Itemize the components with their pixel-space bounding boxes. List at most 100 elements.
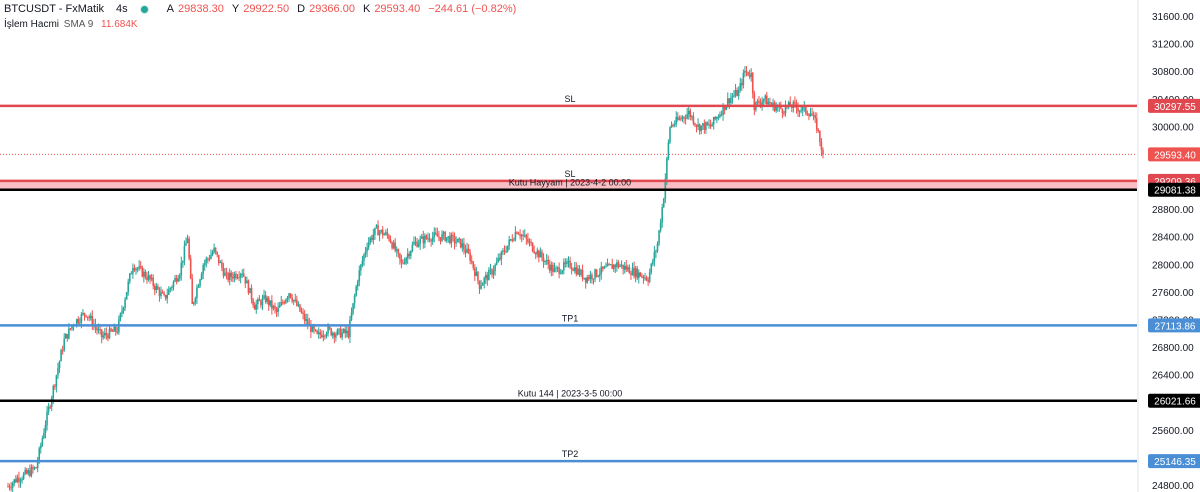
candle-body bbox=[712, 116, 715, 125]
candle-body bbox=[819, 130, 821, 142]
volume-value: 11.684K bbox=[101, 19, 138, 30]
candle-body bbox=[695, 125, 698, 127]
candle-body bbox=[271, 300, 273, 309]
candle-body bbox=[627, 267, 629, 270]
candle-body bbox=[678, 118, 681, 120]
candle-body bbox=[177, 278, 179, 282]
candle-body bbox=[71, 325, 73, 329]
candle-body bbox=[121, 310, 123, 314]
candle-body bbox=[672, 124, 674, 126]
candle-body bbox=[683, 116, 685, 119]
candle-body bbox=[658, 230, 660, 244]
candle-body bbox=[759, 103, 762, 105]
volume-legend[interactable]: İşlem Hacmi SMA 9 11.684K bbox=[4, 19, 138, 30]
price-tag-label: 27113.86 bbox=[1155, 321, 1196, 332]
candle-body bbox=[214, 247, 217, 252]
candle-body bbox=[66, 334, 69, 339]
candle-body bbox=[553, 268, 556, 272]
candle-body bbox=[577, 268, 579, 275]
close-value: 29593.40 bbox=[374, 3, 421, 15]
candle-body bbox=[790, 106, 793, 108]
candle-body bbox=[291, 297, 293, 302]
candle-body bbox=[11, 483, 14, 488]
candle-body bbox=[461, 243, 464, 248]
candle-body bbox=[545, 259, 548, 261]
candle-body bbox=[762, 98, 765, 102]
candle-body bbox=[64, 334, 67, 339]
timeframe-label[interactable]: 4s bbox=[116, 3, 128, 15]
candle-body bbox=[514, 232, 517, 240]
candle-body bbox=[806, 113, 809, 115]
candle-body bbox=[146, 277, 148, 280]
candle-body bbox=[403, 262, 406, 264]
candle-body bbox=[15, 479, 17, 483]
candle-body bbox=[653, 252, 656, 262]
candle-body bbox=[474, 267, 476, 276]
zone-band bbox=[0, 180, 1137, 190]
candle-body bbox=[13, 479, 16, 484]
candle-body bbox=[670, 124, 673, 128]
candle-body bbox=[588, 277, 590, 280]
candle-body bbox=[676, 117, 679, 120]
symbol-title[interactable]: BTCUSDT - FxMatik bbox=[4, 3, 105, 15]
candle-body bbox=[344, 329, 347, 334]
candle-body bbox=[36, 461, 39, 469]
candle-body bbox=[569, 260, 571, 268]
candle-body bbox=[711, 124, 713, 127]
candle-body bbox=[227, 273, 229, 281]
candle-body bbox=[172, 281, 175, 287]
candle-body bbox=[811, 113, 813, 116]
candle-body bbox=[542, 257, 545, 263]
candle-body bbox=[255, 304, 258, 310]
candle-body bbox=[200, 273, 203, 280]
high-label: Y bbox=[231, 3, 240, 15]
candle-body bbox=[225, 272, 228, 274]
candle-body bbox=[153, 285, 156, 290]
candle-body bbox=[586, 277, 589, 283]
candle-body bbox=[503, 250, 506, 252]
candle-body bbox=[100, 329, 103, 338]
candle-body bbox=[235, 273, 237, 278]
candle-body bbox=[430, 240, 432, 242]
candle-body bbox=[38, 448, 41, 462]
candle-body bbox=[726, 98, 729, 106]
candle-body bbox=[469, 252, 471, 261]
candle-body bbox=[455, 242, 457, 244]
candle-body bbox=[509, 239, 512, 241]
candle-body bbox=[143, 271, 145, 277]
candle-body bbox=[561, 270, 564, 273]
level-label-sl-0: SL bbox=[564, 94, 575, 104]
candle-body bbox=[322, 335, 325, 338]
candle-body bbox=[747, 71, 749, 76]
candle-body bbox=[10, 487, 12, 489]
candle-body bbox=[33, 467, 36, 469]
candle-body bbox=[241, 273, 243, 275]
candle-body bbox=[655, 250, 657, 253]
candle-body bbox=[652, 261, 654, 264]
candle-body bbox=[477, 271, 479, 281]
candle-body bbox=[508, 239, 510, 246]
candle-body bbox=[472, 261, 475, 268]
candle-body bbox=[224, 272, 226, 276]
candle-body bbox=[314, 329, 317, 331]
candle-body bbox=[86, 316, 89, 318]
candle-body bbox=[39, 445, 42, 449]
candle-body bbox=[313, 325, 315, 330]
price-tag-label: 26021.66 bbox=[1154, 397, 1196, 408]
price-tag-label: 30297.55 bbox=[1154, 102, 1196, 113]
candle-body bbox=[538, 250, 540, 258]
candle-body bbox=[447, 236, 450, 238]
candle-body bbox=[566, 261, 568, 264]
candle-body bbox=[497, 258, 500, 262]
candle-body bbox=[155, 286, 158, 290]
candle-body bbox=[656, 243, 659, 251]
candle-body bbox=[82, 313, 84, 315]
candle-body bbox=[767, 101, 770, 105]
candle-body bbox=[787, 101, 790, 107]
candle-body bbox=[160, 292, 162, 297]
candle-body bbox=[32, 467, 34, 469]
candle-body bbox=[58, 361, 61, 369]
candle-body bbox=[714, 116, 717, 120]
candle-body bbox=[689, 110, 692, 118]
